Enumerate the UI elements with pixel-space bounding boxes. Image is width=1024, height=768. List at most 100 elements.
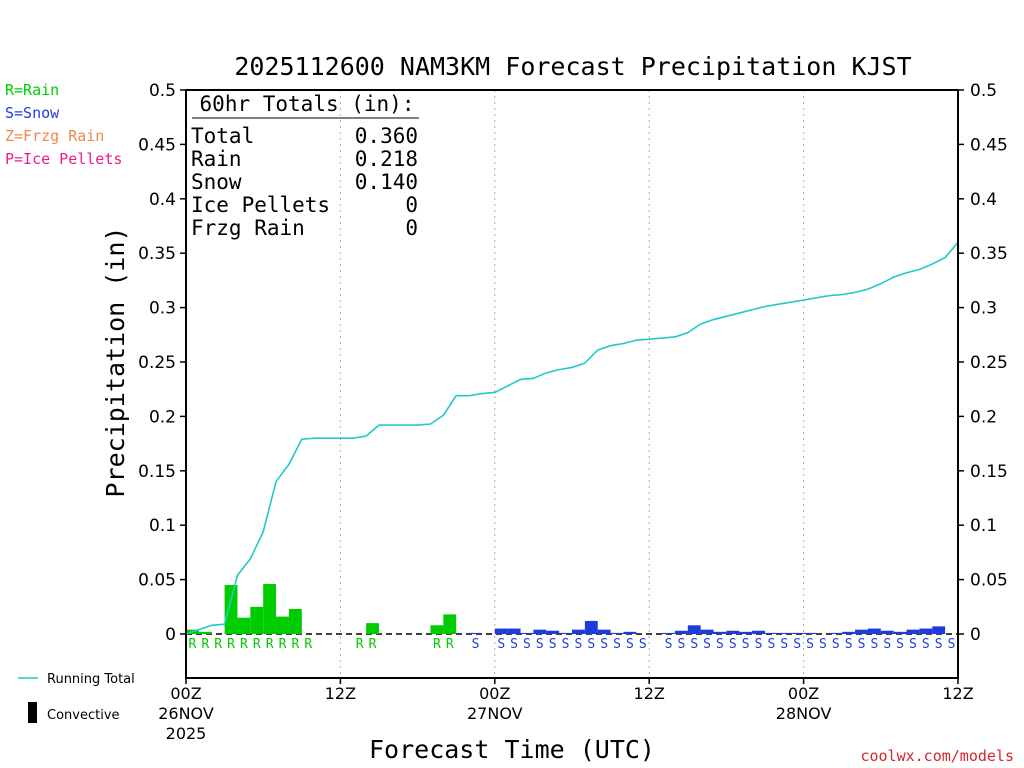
y-tick-label-right: 0.45 bbox=[970, 135, 1008, 155]
precip-type-label: S bbox=[549, 637, 557, 652]
legend-entry-snow: S=Snow bbox=[5, 104, 60, 122]
precip-type-label: S bbox=[690, 637, 698, 652]
running-total-line bbox=[185, 241, 959, 635]
precip-bar bbox=[366, 623, 379, 634]
precip-bar bbox=[867, 628, 881, 634]
y-tick-label-right: 0.1 bbox=[970, 516, 997, 536]
precip-type-label: S bbox=[909, 637, 917, 652]
x-tick-label: 00Z bbox=[170, 684, 201, 703]
x-tick-year: 2025 bbox=[166, 724, 207, 743]
hourly-bars bbox=[186, 583, 946, 634]
gridlines bbox=[339, 90, 805, 678]
precip-type-label: S bbox=[832, 637, 840, 652]
precip-type-label: S bbox=[613, 637, 621, 652]
precip-type-label: S bbox=[587, 637, 595, 652]
precip-bar bbox=[546, 630, 560, 634]
precip-bar bbox=[919, 628, 933, 634]
running-total-legend: Running Total bbox=[47, 672, 135, 687]
precip-type-label: S bbox=[935, 637, 943, 652]
precip-bar bbox=[443, 614, 457, 634]
precip-bar bbox=[713, 631, 727, 634]
totals-label: Frzg Rain bbox=[191, 216, 305, 240]
precip-bar bbox=[893, 631, 907, 634]
precip-bar bbox=[726, 630, 740, 634]
totals-title: 60hr Totals (in): bbox=[200, 92, 415, 116]
precip-type-label: S bbox=[677, 637, 685, 652]
precip-bar bbox=[700, 629, 714, 634]
y-tick-label-left: 0.15 bbox=[138, 462, 176, 482]
totals-value: 0.218 bbox=[355, 147, 418, 171]
legend-entry-rain: R=Rain bbox=[5, 81, 59, 99]
totals-label: Snow bbox=[191, 170, 242, 194]
y-tick-label-right: 0.3 bbox=[970, 299, 997, 319]
totals-value: 0 bbox=[405, 216, 418, 240]
totals-value: 0.140 bbox=[355, 170, 418, 194]
precip-type-legend: R=Rain S=Snow Z=Frzg Rain P=Ice Pellets bbox=[5, 81, 122, 168]
y-tick-label-right: 0.2 bbox=[970, 407, 997, 427]
precip-type-label: R bbox=[189, 637, 197, 652]
credit-text: coolwx.com/models bbox=[860, 747, 1014, 765]
y-tick-label-left: 0.25 bbox=[138, 353, 176, 373]
precip-type-label: S bbox=[845, 637, 853, 652]
precip-bar bbox=[224, 585, 238, 634]
precip-type-label: R bbox=[291, 637, 299, 652]
totals-rows: Total 0.360 Rain 0.218 Snow 0.140 Ice Pellets 0… bbox=[191, 124, 418, 240]
precip-type-label: S bbox=[729, 637, 737, 652]
precip-type-label: S bbox=[780, 637, 788, 652]
precip-type-label: R bbox=[369, 637, 377, 652]
chart-title: 2025112600 NAM3KM Forecast Precipitation… bbox=[234, 52, 911, 81]
y-tick-label-right: 0.35 bbox=[970, 244, 1008, 264]
precip-bar bbox=[662, 632, 675, 634]
x-tick-label: 12Z bbox=[634, 684, 665, 703]
precip-bar bbox=[250, 606, 264, 634]
precip-type-label: S bbox=[497, 637, 505, 652]
precip-bar bbox=[687, 625, 701, 634]
precip-type-label: R bbox=[227, 637, 235, 652]
x-tick-label: 00Z bbox=[788, 684, 819, 703]
x-tick-date: 27NOV bbox=[467, 704, 523, 723]
precip-type-label: S bbox=[922, 637, 930, 652]
precip-type-label: R bbox=[279, 637, 287, 652]
x-tick-date: 26NOV bbox=[158, 704, 214, 723]
precip-type-label: S bbox=[742, 637, 750, 652]
precip-bar bbox=[777, 632, 791, 634]
precip-bar bbox=[263, 583, 277, 634]
precip-type-label: R bbox=[201, 637, 209, 652]
precip-bar bbox=[752, 630, 765, 634]
precip-bar bbox=[765, 632, 778, 634]
precip-bar bbox=[288, 608, 302, 634]
precip-type-label: R bbox=[214, 637, 222, 652]
totals-label: Rain bbox=[191, 147, 242, 171]
precip-type-label: R bbox=[433, 637, 441, 652]
plot-frame bbox=[185, 89, 959, 679]
precip-type-label: S bbox=[858, 637, 866, 652]
precip-bar bbox=[520, 632, 534, 634]
precip-bar bbox=[237, 617, 251, 634]
y-tick-label-left: 0.5 bbox=[149, 81, 176, 101]
precip-type-label: S bbox=[948, 637, 956, 652]
precip-type-label: R bbox=[304, 637, 312, 652]
precip-type-label: S bbox=[639, 637, 647, 652]
precip-bar bbox=[932, 626, 946, 634]
y-tick-label-right: 0.15 bbox=[970, 462, 1008, 482]
precip-bar bbox=[610, 632, 624, 634]
precip-bar bbox=[674, 630, 688, 634]
precip-type-label: S bbox=[626, 637, 634, 652]
precip-bar bbox=[803, 632, 817, 634]
y-tick-label-right: 0.25 bbox=[970, 353, 1008, 373]
precip-type-label: R bbox=[446, 637, 454, 652]
precip-bar bbox=[739, 631, 753, 634]
precip-type-label: S bbox=[768, 637, 776, 652]
precip-bar bbox=[559, 632, 572, 634]
precip-type-label: S bbox=[793, 637, 801, 652]
precip-bar bbox=[842, 631, 856, 634]
precip-bar bbox=[533, 629, 547, 634]
precip-type-label: R bbox=[240, 637, 248, 652]
totals-label: Ice Pellets bbox=[191, 193, 330, 217]
precip-bar bbox=[906, 629, 920, 634]
precip-type-label: S bbox=[716, 637, 724, 652]
y-tick-label-left: 0.05 bbox=[138, 571, 176, 591]
precip-type-label: S bbox=[806, 637, 814, 652]
y-tick-label-left: 0.3 bbox=[149, 299, 176, 319]
